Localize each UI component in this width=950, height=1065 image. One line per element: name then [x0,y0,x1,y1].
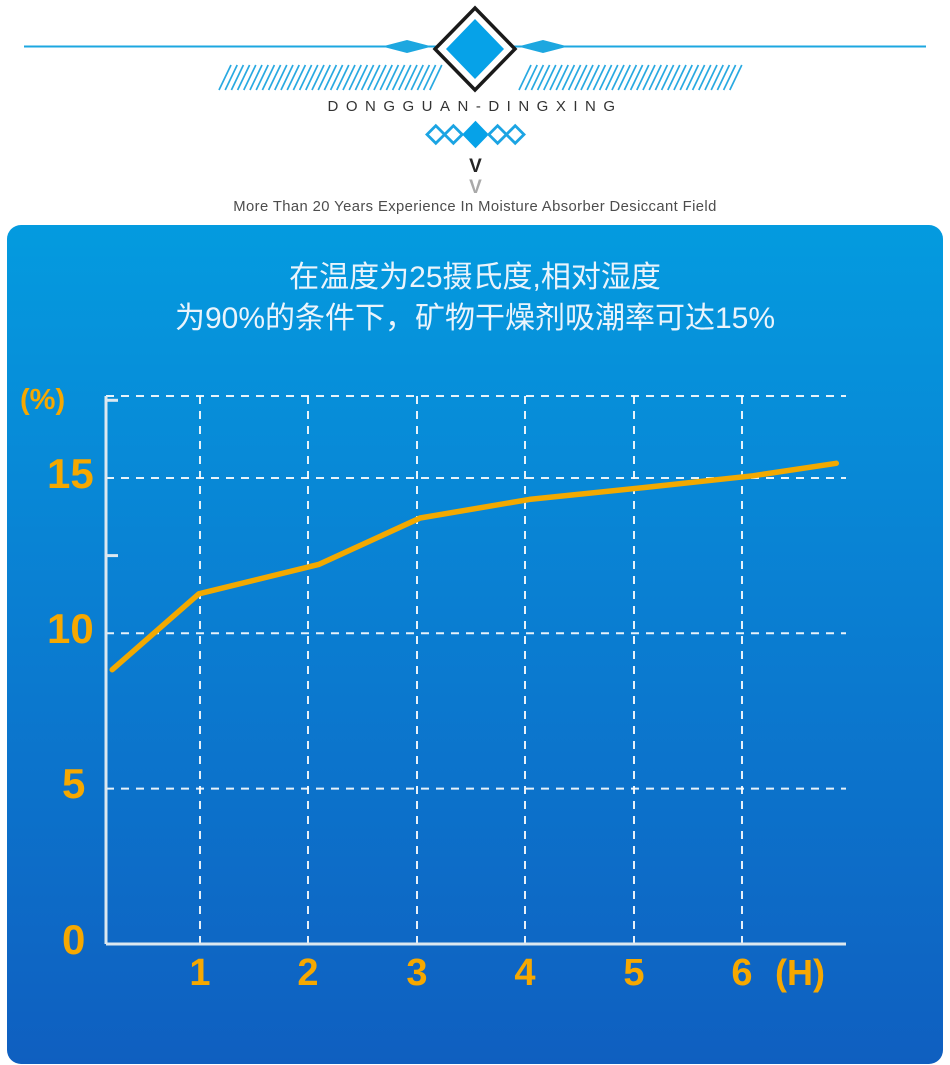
svg-text:(H): (H) [775,952,825,993]
svg-text:15: 15 [47,450,94,497]
svg-text:10: 10 [47,605,94,652]
svg-text:0: 0 [62,916,85,963]
svg-text:1: 1 [189,952,210,994]
svg-text:V: V [469,156,482,177]
svg-text:DONGGUAN-DINGXING: DONGGUAN-DINGXING [327,98,622,115]
svg-text:5: 5 [62,760,85,807]
svg-text:2: 2 [297,952,318,994]
svg-text:More Than 20 Years Experience: More Than 20 Years Experience In Moistur… [233,199,716,215]
svg-text:6: 6 [731,952,752,994]
svg-text:V: V [469,177,482,198]
svg-text:4: 4 [514,952,535,994]
svg-text:3: 3 [406,952,427,994]
svg-text:5: 5 [623,952,644,994]
svg-text:(%): (%) [20,384,65,416]
